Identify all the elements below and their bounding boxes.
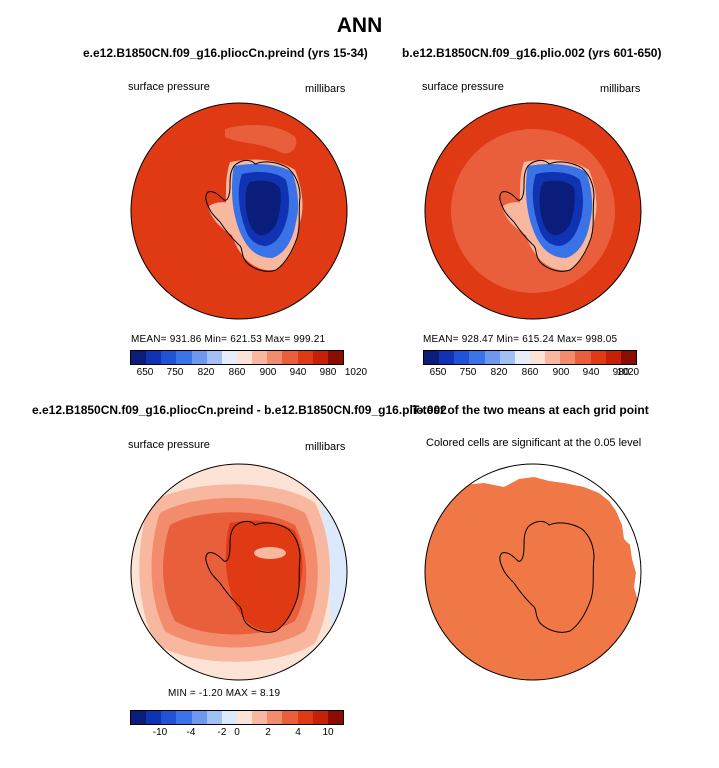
panel1-colorbar-ticks: 650 750 820 860 900 940 980 1020 [130,367,367,381]
panel2-tick: 820 [490,367,508,378]
panel1-variable-label: surface pressure [128,81,210,93]
panel3-units-label: millibars [305,441,346,453]
panel2-map [424,102,642,320]
panel1-colorbar [130,350,344,365]
panel1-stats: MEAN= 931.86 Min= 621.53 Max= 999.21 [131,334,326,345]
panel2-tick: 860 [521,367,539,378]
panel2-tick: 750 [459,367,477,378]
panel4-title: T-test of the two means at each grid poi… [412,403,649,417]
panel4-map [424,463,642,681]
panel3-stats: MIN = -1.20 MAX = 8.19 [168,688,281,699]
panel1-tick: 940 [289,367,307,378]
panel1-map [130,102,348,320]
panel4-coastline [499,520,595,633]
panel1-units-label: millibars [305,83,346,95]
panel1-tick: 650 [136,367,154,378]
figure-title: ANN [336,14,383,37]
panel1-title: e.e12.B1850CN.f09_g16.pliocCn.preind (yr… [83,46,368,60]
panel2-coastline [499,159,595,272]
panel2-tick: 940 [582,367,600,378]
panel3-colorbar [130,710,344,725]
panel3-tick: 10 [322,727,334,738]
panel2-title: b.e12.B1850CN.f09_g16.plio.002 (yrs 601-… [402,46,662,60]
panel1-tick: 750 [166,367,184,378]
panel1-tick: 860 [228,367,246,378]
panel3-tick: -2 [217,727,227,738]
panel3-colorbar-ticks: -10 -4 -2 0 2 4 10 [130,727,344,741]
panel2-units-label: millibars [600,83,641,95]
panel3-title: e.e12.B1850CN.f09_g16.pliocCn.preind - b… [32,403,447,417]
panel1-tick: 1020 [344,367,368,378]
panel1-map-border [130,102,348,320]
panel3-tick: -4 [186,727,196,738]
panel3-map-border [130,463,348,681]
panel3-map [130,463,348,681]
panel3-tick: 2 [265,727,271,738]
panel1-tick: 980 [319,367,337,378]
panel2-variable-label: surface pressure [422,81,504,93]
panel1-tick: 900 [259,367,277,378]
panel2-tick: 650 [429,367,447,378]
panel2-tick: 900 [552,367,570,378]
panel3-variable-label: surface pressure [128,439,210,451]
panel4-map-border [424,463,642,681]
panel1-coastline [205,159,301,272]
panel2-colorbar-ticks: 650 750 820 860 900 940 980 1020 [423,367,640,381]
panel4-subtitle: Colored cells are significant at the 0.0… [426,437,642,449]
panel2-tick: 1020 [616,367,640,378]
panel2-tick: 980 [612,367,630,378]
panel3-tick: 0 [234,727,240,738]
panel2-colorbar [423,350,637,365]
panel3-coastline [205,520,301,633]
panel2-map-border [424,102,642,320]
panel4-significant-cells [425,477,638,680]
panel2-stats: MEAN= 928.47 Min= 615.24 Max= 998.05 [423,334,618,345]
panel3-tick: -10 [152,727,168,738]
panel3-tick: 4 [295,727,301,738]
panel1-tick: 820 [197,367,215,378]
